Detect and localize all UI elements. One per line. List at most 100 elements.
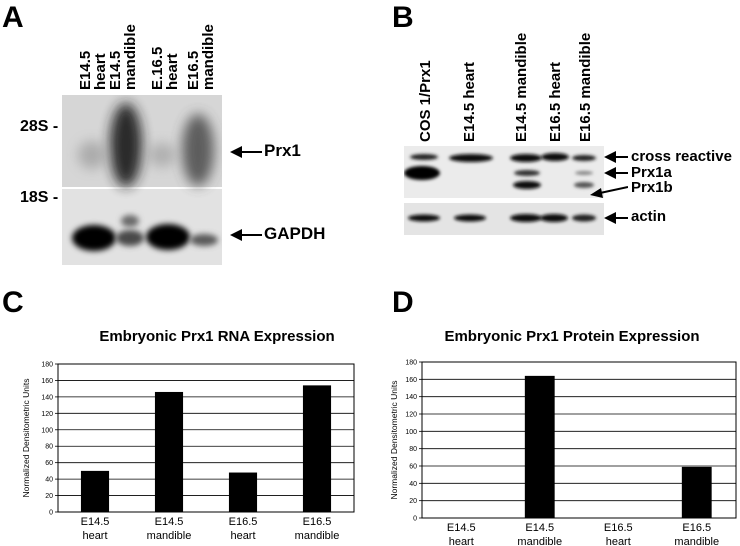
y-tick-label: 180 — [405, 360, 417, 367]
y-tick-label: 20 — [45, 493, 53, 500]
y-tick-label: 100 — [405, 429, 417, 436]
x-tick-label: E14.5 — [155, 516, 184, 528]
arrow-cross-reactive-icon — [604, 151, 628, 163]
band-label-prx1: Prx1 — [264, 141, 301, 160]
prx1-smear-lane-4 — [182, 114, 214, 186]
bar — [80, 470, 110, 512]
y-tick-label: 80 — [45, 444, 53, 451]
y-tick-label: 20 — [409, 498, 417, 505]
actin-lane-3 — [510, 214, 542, 222]
x-tick-label: heart — [606, 536, 631, 546]
prx1b-lane-3 — [513, 181, 541, 189]
x-tick-label: mandible — [674, 536, 719, 546]
prx1a-lane-3 — [514, 170, 540, 176]
panel-b-lane-2-label: E14.5 heart — [461, 61, 478, 142]
y-tick-label: 140 — [41, 394, 53, 401]
cross-reactive-lane-3 — [510, 154, 542, 162]
arrow-prx1-icon — [230, 146, 262, 158]
bar — [524, 375, 555, 518]
y-tick-label: 80 — [409, 446, 417, 453]
prx1-faint-lane-1 — [78, 141, 106, 169]
x-tick-label: E16.5 — [682, 522, 711, 534]
plot-border — [421, 361, 737, 519]
panel-a-letter: A — [2, 1, 24, 34]
y-tick-label: 120 — [41, 411, 53, 418]
gapdh-faint-lane-2 — [121, 215, 139, 227]
y-tick-label: 180 — [41, 362, 53, 369]
panel-c-letter: C — [2, 286, 24, 319]
x-tick-label: E16.5 — [604, 522, 633, 534]
y-tick-label: 100 — [41, 427, 53, 434]
y-tick-label: 0 — [413, 516, 417, 523]
y-tick-label: 160 — [41, 378, 53, 385]
arrow-prx1b-icon — [590, 186, 628, 198]
y-tick-label: 40 — [409, 481, 417, 488]
chart-d-title: Embryonic Prx1 Protein Expression — [444, 328, 700, 345]
arrow-prx1a-icon — [604, 167, 628, 179]
actin-lane-5 — [572, 214, 596, 222]
prx1-faint-lane-3 — [148, 143, 176, 167]
panel-b-lane-1-label: COS 1/Prx1 — [417, 60, 434, 142]
x-tick-label: E14.5 — [525, 522, 554, 534]
cross-reactive-lane-5 — [572, 155, 596, 161]
panel-b-western-blot — [404, 146, 604, 235]
panel-a-lane-2-label: E14.5 mandible — [107, 24, 139, 90]
chart-c-rna-expression: Normalized Densitometric Units 0 20 40 60 80 1… — [21, 362, 355, 542]
x-tick-label: E14.5 — [447, 522, 476, 534]
band-label-gapdh: GAPDH — [264, 224, 326, 243]
x-tick-label: heart — [82, 530, 107, 542]
prx1-band-lane-1 — [404, 166, 440, 180]
y-tick-label: 40 — [45, 477, 53, 484]
marker-18s: 18S - — [20, 189, 59, 206]
chart-d-protein-expression: Normalized Densitometric Units 0 20 40 60 80 1… — [389, 360, 737, 546]
band-label-actin: actin — [631, 208, 667, 225]
panel-a-lane-3-label: E.16.5 heart — [149, 46, 181, 90]
panel-a-northern-blot — [62, 95, 222, 265]
gapdh-band-lane-3 — [146, 224, 190, 250]
prx1-smear-lane-2 — [110, 103, 142, 187]
x-tick-label: E16.5 — [303, 516, 332, 528]
x-tick-label: E14.5 — [81, 516, 110, 528]
chart-c-title: Embryonic Prx1 RNA Expression — [99, 328, 335, 345]
y-tick-label: 120 — [405, 412, 417, 419]
panel-b-lane-4-label: E16.5 heart — [547, 61, 564, 142]
x-tick-label: mandible — [295, 530, 340, 542]
panel-a-lane-4-label: E16.5 mandible — [185, 24, 217, 90]
bar — [154, 391, 184, 512]
x-tick-label: mandible — [147, 530, 192, 542]
bar — [681, 466, 712, 518]
prx1b-lane-5 — [574, 182, 594, 188]
y-tick-label: 160 — [405, 377, 417, 384]
prx1a-lane-5 — [575, 171, 593, 175]
marker-28s: 28S - — [20, 118, 59, 135]
y-tick-label: 140 — [405, 394, 417, 401]
x-tick-label: mandible — [517, 536, 562, 546]
panel-a-lane-1-label: E14.5 heart — [77, 50, 109, 90]
panel-b-lane-5-label: E16.5 mandible — [577, 32, 594, 142]
y-tick-label: 0 — [49, 510, 53, 517]
gapdh-band-lane-2 — [116, 230, 144, 246]
arrow-gapdh-icon — [230, 229, 262, 241]
gapdh-band-lane-4 — [190, 234, 218, 246]
y-axis-label: Normalized Densitometric Units — [21, 378, 31, 497]
panel-b-letter: B — [392, 1, 414, 34]
band-label-prx1a: Prx1a — [631, 164, 672, 181]
y-axis-label: Normalized Densitometric Units — [389, 380, 399, 499]
bar — [302, 385, 332, 512]
actin-lane-2 — [454, 214, 486, 222]
plot-border — [57, 363, 355, 513]
panel-b-lane-3-label: E14.5 mandible — [513, 32, 530, 142]
y-tick-label: 60 — [45, 460, 53, 467]
cross-reactive-lane-1 — [410, 154, 438, 160]
arrow-actin-icon — [604, 212, 628, 224]
band-label-prx1b: Prx1b — [631, 179, 673, 196]
x-tick-label: heart — [449, 536, 474, 546]
panel-d-letter: D — [392, 286, 414, 319]
bar — [228, 472, 258, 512]
band-label-cross-reactive: cross reactive — [631, 148, 732, 165]
actin-lane-1 — [408, 214, 440, 222]
actin-lane-4 — [540, 214, 568, 222]
x-tick-label: heart — [230, 530, 255, 542]
y-tick-label: 60 — [409, 464, 417, 471]
cross-reactive-lane-4 — [541, 153, 569, 161]
